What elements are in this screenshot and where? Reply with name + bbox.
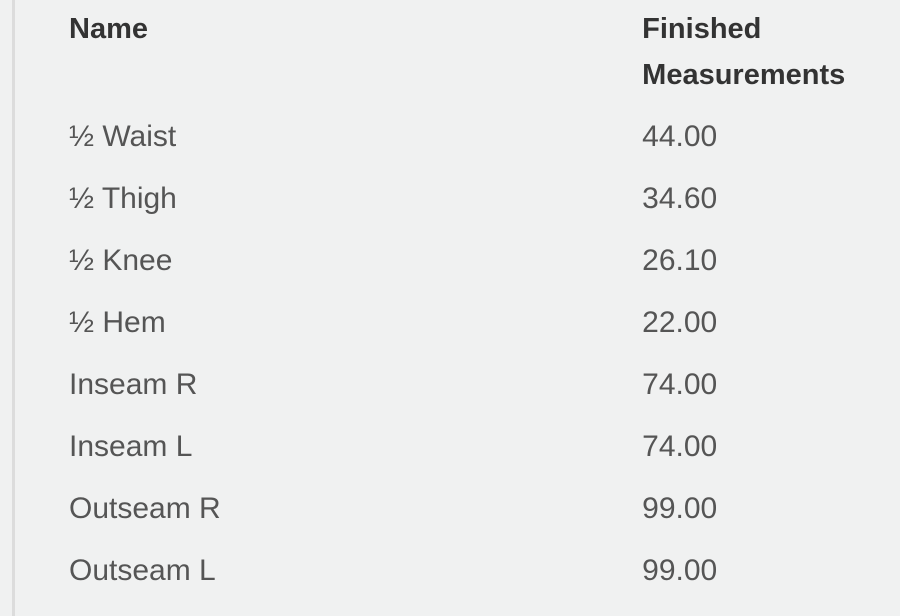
header-finished-measurements: Finished Measurements — [642, 13, 846, 91]
cell-name: ½ Knee — [69, 244, 173, 277]
cell-name: Inseam R — [69, 368, 198, 401]
cell-measurement: 74.00 — [642, 430, 718, 463]
table-row: ½ Waist 44.00 — [69, 106, 900, 168]
table-row: ½ Knee 26.10 — [69, 230, 900, 292]
cell-measurement: 44.00 — [642, 120, 718, 153]
cell-measurement: 34.60 — [642, 182, 718, 215]
table-row: Inseam L 74.00 — [69, 416, 900, 478]
cell-name: ½ Waist — [69, 120, 177, 153]
cell-name: Inseam L — [69, 430, 193, 463]
cell-measurement: 26.10 — [642, 244, 718, 277]
cell-measurement: 74.00 — [642, 368, 718, 401]
measurements-table: Name Finished Measurements ½ Waist 44.00 ½… — [69, 6, 900, 602]
cell-measurement: 99.00 — [642, 492, 718, 525]
cell-name: ½ Hem — [69, 306, 166, 339]
cell-name: ½ Thigh — [69, 182, 177, 215]
cell-measurement: 99.00 — [642, 554, 718, 587]
table-row: ½ Hem 22.00 — [69, 292, 900, 354]
header-row: Name Finished Measurements — [69, 6, 900, 106]
cell-measurement: 22.00 — [642, 306, 718, 339]
cell-name: Outseam L — [69, 554, 216, 587]
table-row: Outseam L 99.00 — [69, 540, 900, 602]
header-name: Name — [69, 13, 148, 45]
table-row: Inseam R 74.00 — [69, 354, 900, 416]
table-row: ½ Thigh 34.60 — [69, 168, 900, 230]
table-row: Outseam R 99.00 — [69, 478, 900, 540]
cell-name: Outseam R — [69, 492, 221, 525]
left-border — [12, 0, 15, 616]
